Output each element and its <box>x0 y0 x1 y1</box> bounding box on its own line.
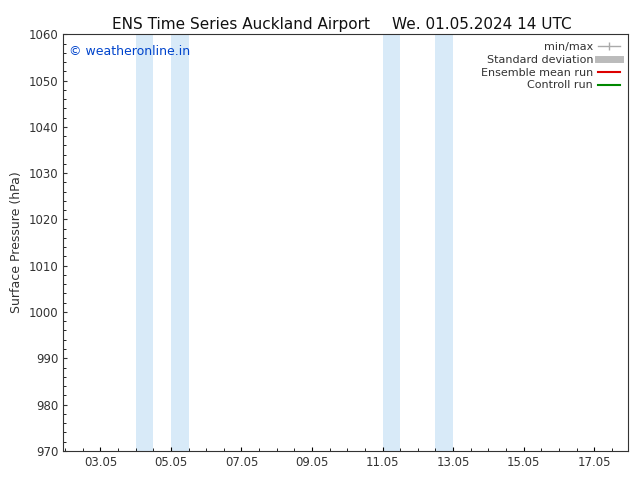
Bar <box>171 34 188 451</box>
Bar <box>382 34 400 451</box>
Bar <box>136 34 153 451</box>
Legend: min/max, Standard deviation, Ensemble mean run, Controll run: min/max, Standard deviation, Ensemble me… <box>479 40 622 93</box>
Text: ENS Time Series Auckland Airport: ENS Time Series Auckland Airport <box>112 17 370 32</box>
Y-axis label: Surface Pressure (hPa): Surface Pressure (hPa) <box>10 172 23 314</box>
Bar <box>436 34 453 451</box>
Text: © weatheronline.in: © weatheronline.in <box>69 45 190 58</box>
Text: We. 01.05.2024 14 UTC: We. 01.05.2024 14 UTC <box>392 17 572 32</box>
